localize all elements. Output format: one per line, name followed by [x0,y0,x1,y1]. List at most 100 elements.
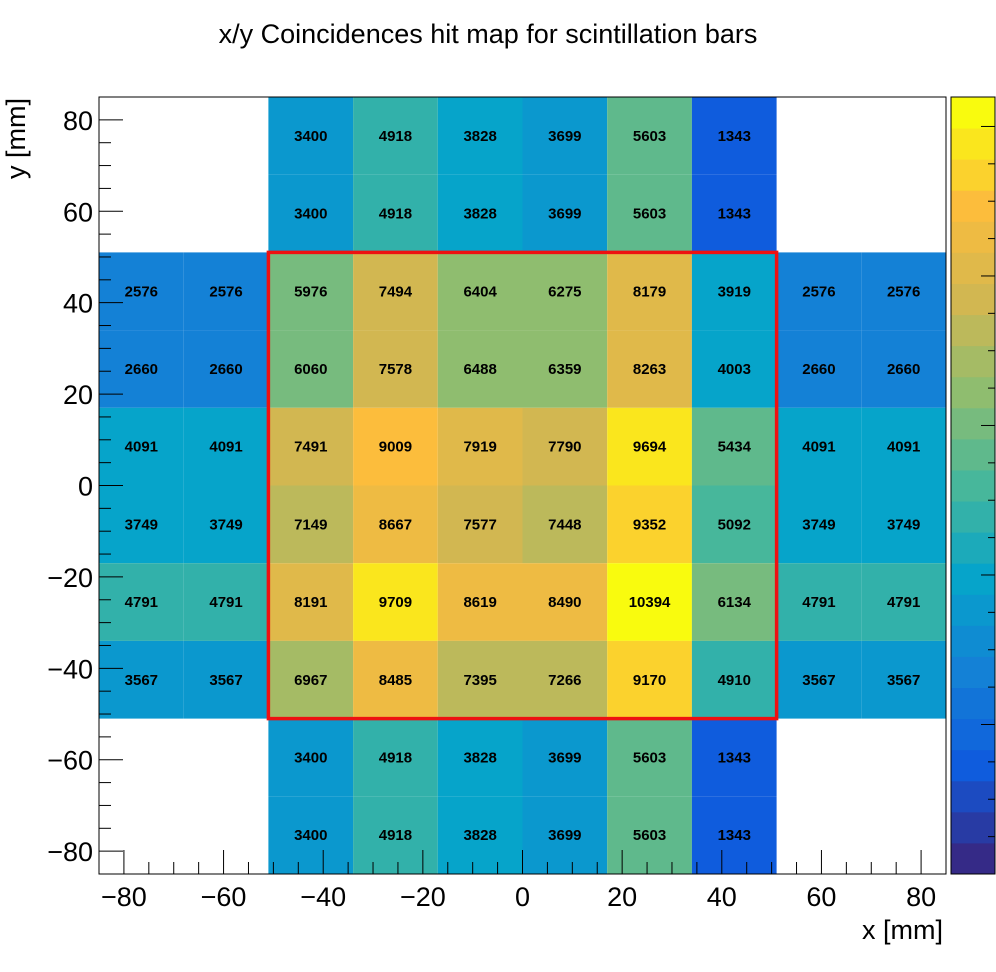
heatmap-cell [437,718,523,797]
heatmap-cells [99,97,946,874]
colorbar-band [951,283,995,316]
x-tick-label: 0 [515,882,530,912]
cell-value-label: 7491 [294,439,327,456]
y-tick-label: 80 [63,106,93,136]
x-axis-label: x [mm] [862,915,943,945]
heatmap-cell [437,174,523,253]
cell-value-label: 9709 [379,594,412,611]
cell-value-label: 5092 [718,516,751,533]
cell-value-label: 4791 [887,594,920,611]
heatmap-cell [691,407,777,486]
heatmap-cell [522,97,608,175]
cell-value-label: 2576 [887,283,920,300]
heatmap-cell [353,330,438,408]
colorbar-band [951,594,995,626]
colorbar [951,97,995,875]
cell-value-label: 3828 [463,749,496,766]
heatmap-cell [268,485,354,564]
heatmap-cell [437,330,523,408]
heatmap-cell [861,563,946,641]
heatmap-cell [353,485,438,564]
highlight-box [266,250,779,721]
heatmap-cell [607,796,692,874]
cell-value-label: 4918 [379,827,412,844]
heatmap-cell [522,563,608,641]
heatmap-cell [268,97,354,175]
heatmap-cell [607,407,692,486]
cell-value-label: 3567 [209,672,242,689]
cell-value-label: 5603 [633,749,666,766]
heatmap-cell [607,640,692,719]
cell-value-label: 7448 [548,516,581,533]
cell-value-label: 5603 [633,827,666,844]
heatmap-cell [522,407,608,486]
cell-value-label: 7395 [463,672,496,689]
heatmap-cell [607,563,692,641]
cell-value-label: 3828 [463,128,496,145]
heatmap-cell [776,563,862,641]
cell-value-label: 2576 [209,283,242,300]
heatmap-cell [522,796,608,874]
heatmap-cell [861,330,946,408]
heatmap-cell [437,485,523,564]
cell-value-label: 9694 [633,439,667,456]
colorbar-band [951,314,995,347]
colorbar-band [951,532,995,564]
heatmap-cell [353,252,438,331]
cell-value-label: 5976 [294,283,327,300]
heatmap-cell [607,485,692,564]
colorbar-band [951,780,995,813]
cell-value-label: 10394 [629,594,671,611]
colorbar-band [951,221,995,253]
y-axis-label: y [mm] [1,98,31,179]
heatmap-cell [437,97,523,175]
cell-value-label: 4791 [802,594,835,611]
colorbar-band [951,159,995,191]
heatmap-cell [353,718,438,797]
heatmap-cell [183,640,269,719]
heatmap-cell [522,330,608,408]
heatmap-cell [691,718,777,797]
heatmap-cell [437,640,523,719]
heatmap-cell [99,407,184,486]
cell-value-label: 4918 [379,128,412,145]
y-tick-label: 20 [63,380,93,410]
colorbar-frame [950,96,996,875]
cell-value-label: 3749 [802,516,835,533]
cell-value-label: 7577 [463,516,496,533]
y-tick-label: 40 [63,289,93,319]
cell-value-label: 8191 [294,594,327,611]
heatmap-cell [607,97,692,175]
cell-value-label: 6275 [548,283,581,300]
heatmap-cell [607,718,692,797]
y-tick-label: −40 [47,654,93,684]
cell-value-label: 3749 [209,516,242,533]
cell-value-label: 7919 [463,439,496,456]
heatmap-cell [268,252,354,331]
heatmap-cell [776,407,862,486]
cell-value-label: 1343 [718,827,751,844]
cell-value-label: 3749 [887,516,920,533]
cell-value-label: 5434 [718,439,752,456]
colorbar-band [951,842,995,875]
cell-value-label: 3699 [548,827,581,844]
cell-value-label: 3567 [802,672,835,689]
heatmap-cell [776,330,862,408]
cell-value-label: 3828 [463,827,496,844]
cell-value-label: 8485 [379,672,412,689]
x-tick-label: 80 [906,882,936,912]
cell-value-label: 7790 [548,439,581,456]
cell-value-label: 7494 [379,283,413,300]
cell-value-label: 6488 [463,361,496,378]
colorbar-band [951,811,995,844]
y-tick-label: −80 [47,837,93,867]
colorbar-band [951,718,995,751]
heatmap-cell [183,485,269,564]
cell-value-label: 6404 [463,283,497,300]
colorbar-band [951,376,995,409]
cell-value-label: 4791 [125,594,158,611]
cell-value-label: 6134 [718,594,752,611]
x-tick-label: 40 [707,882,737,912]
cell-value-label: 4918 [379,206,412,223]
